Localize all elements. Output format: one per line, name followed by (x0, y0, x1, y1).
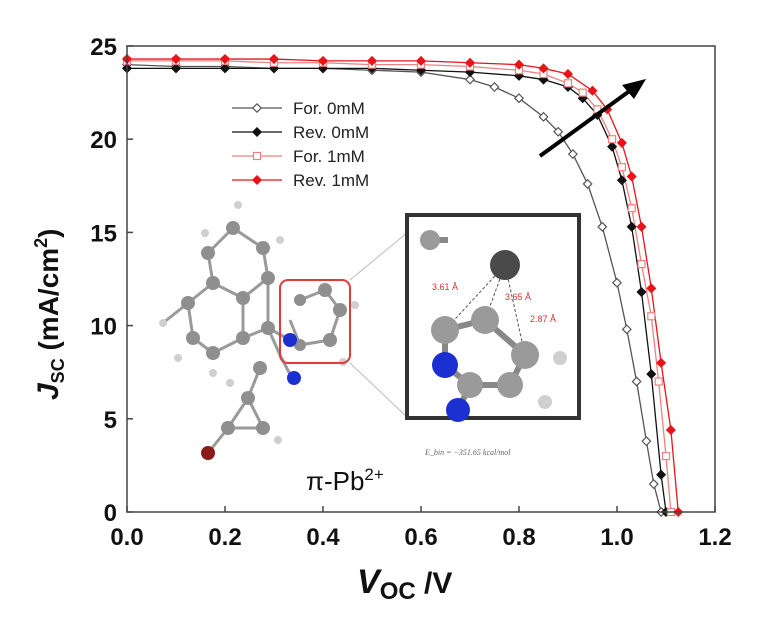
y-axis-title: JSC (mA/cm2) (31, 228, 68, 400)
data-point-s3-18 (665, 424, 676, 436)
x-tick-label-5: 1.0 (600, 524, 633, 551)
data-point-s2-11 (578, 88, 587, 97)
data-point-s0-8 (489, 81, 500, 93)
data-point-s1-13 (607, 141, 618, 152)
data-point-s3-9 (538, 63, 549, 74)
data-point-s0-17 (631, 376, 642, 387)
y-tick-label-1: 5 (104, 407, 117, 434)
data-point-s1-1 (170, 63, 182, 74)
inset-distance-1: 3.61 Å (432, 282, 458, 292)
data-point-s3-10 (562, 68, 574, 80)
legend-marker-3 (251, 174, 263, 186)
data-point-s3-7 (464, 57, 476, 68)
x-tick-label-0: 0.0 (110, 524, 143, 551)
data-point-s0-19 (648, 478, 659, 490)
x-tick-label-3: 0.6 (404, 524, 437, 551)
data-point-s3-2 (219, 53, 231, 65)
legend-label-0: For. 0mM (293, 99, 365, 118)
data-point-s2-14 (617, 163, 627, 172)
data-point-s0-11 (553, 126, 564, 137)
data-point-s2-18 (654, 377, 663, 386)
data-point-s2-16 (637, 259, 646, 269)
data-point-s3-13 (616, 137, 627, 148)
legend-label-1: Rev. 0mM (293, 123, 369, 142)
molecule-illustration (159, 201, 409, 460)
legend-label-2: For. 1mM (293, 147, 365, 166)
data-point-s1-18 (656, 469, 667, 480)
data-point-s2-19 (661, 451, 671, 461)
data-point-s3-1 (170, 53, 182, 65)
x-tick-label-4: 0.8 (502, 524, 535, 551)
legend-marker-0 (251, 102, 263, 114)
trend-arrow (538, 79, 646, 158)
data-point-s0-10 (538, 111, 549, 122)
series-line-1 (127, 67, 667, 513)
data-point-s2-13 (607, 135, 617, 144)
inset-distance-3: 2.87 Å (530, 314, 556, 324)
inset-caption: E_bin = −351.65 kcal/mol (424, 448, 511, 457)
x-tick-label-2: 0.4 (306, 524, 340, 551)
data-point-s1-17 (646, 369, 657, 380)
data-point-s0-14 (597, 221, 608, 232)
legend-marker-1 (251, 126, 263, 138)
data-point-s3-17 (656, 357, 667, 368)
inset-distance-2: 3.65 Å (505, 292, 531, 302)
data-point-s2-15 (627, 204, 636, 213)
data-point-s0-15 (611, 277, 623, 288)
data-point-s3-15 (636, 221, 647, 232)
data-point-s1-16 (636, 286, 647, 298)
x-axis-title: VOC /V (357, 563, 452, 605)
data-point-s3-3 (268, 53, 280, 65)
data-point-s2-10 (563, 79, 573, 88)
legend-label-3: Rev. 1mM (293, 171, 369, 190)
data-point-s0-18 (641, 436, 652, 447)
data-point-s3-14 (626, 171, 637, 182)
data-point-s1-11 (577, 93, 588, 104)
data-point-s1-6 (415, 65, 427, 76)
y-tick-label-5: 25 (90, 34, 117, 61)
x-tick-label-6: 1.2 (698, 524, 731, 551)
data-point-s3-8 (513, 59, 525, 70)
complex-label: π-Pb2+ (306, 465, 384, 496)
legend-marker-2 (252, 151, 262, 161)
x-tick-label-1: 0.2 (208, 524, 241, 551)
inset-panel: 3.61 Å 3.65 Å 2.87 Å E_bin = −351.65 kca… (405, 213, 581, 457)
data-point-s3-5 (366, 55, 378, 66)
data-point-s3-11 (587, 85, 598, 96)
data-point-s3-6 (415, 55, 427, 66)
data-point-s1-14 (616, 175, 627, 186)
data-point-s1-2 (219, 63, 231, 74)
y-tick-label-0: 0 (104, 500, 117, 527)
data-point-s0-12 (567, 149, 578, 160)
data-point-s0-7 (464, 74, 476, 85)
data-point-s1-15 (626, 221, 637, 232)
y-tick-label-4: 20 (90, 127, 117, 154)
data-point-s0-16 (621, 324, 632, 335)
data-point-s3-16 (646, 283, 657, 294)
y-tick-label-2: 10 (90, 314, 117, 341)
data-point-s2-17 (647, 312, 656, 321)
y-tick-label-3: 15 (90, 220, 117, 247)
data-point-s0-9 (513, 93, 525, 104)
data-point-s0-13 (582, 178, 593, 189)
series-line-3 (127, 58, 679, 513)
data-point-s3-4 (317, 55, 329, 66)
